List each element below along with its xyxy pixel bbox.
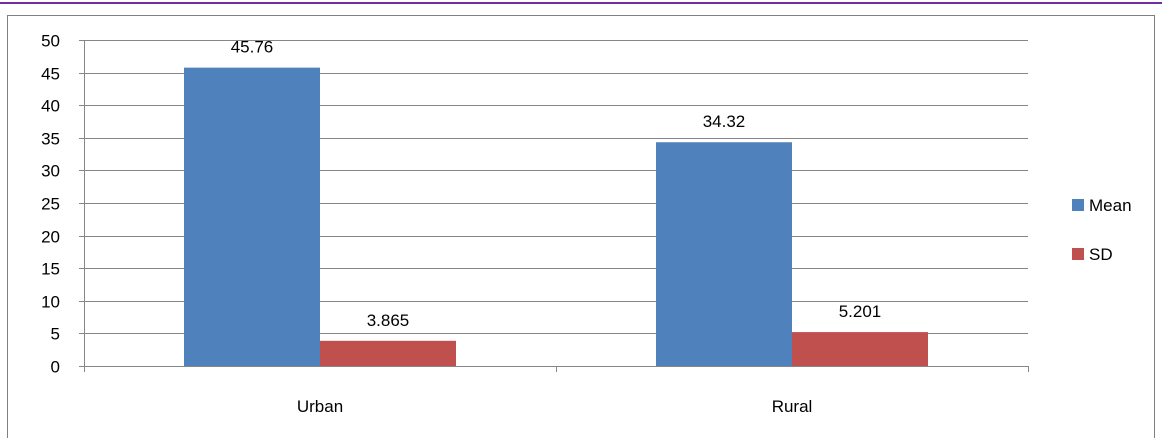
legend-swatch-mean [1072, 199, 1084, 211]
y-tick-label: 10 [41, 293, 60, 312]
data-label: 45.76 [231, 38, 274, 57]
bars [184, 67, 928, 366]
y-tick-label: 25 [41, 195, 60, 214]
y-tick-label: 5 [51, 325, 60, 344]
bar-mean-urban [184, 67, 320, 366]
bar-sd-rural [792, 332, 928, 366]
x-category-label: Urban [297, 397, 343, 416]
y-tick-label: 15 [41, 260, 60, 279]
data-label: 5.201 [839, 302, 882, 321]
y-tick-label: 40 [41, 97, 60, 116]
legend-label-sd: SD [1089, 245, 1113, 264]
legend-label-mean: Mean [1089, 196, 1132, 215]
bar-sd-urban [320, 340, 456, 366]
y-tick-label: 20 [41, 228, 60, 247]
legend-swatch-sd [1072, 248, 1084, 260]
chart-frame [7, 15, 1155, 443]
y-tick-label: 0 [51, 358, 60, 377]
data-labels: 45.76 3.865 34.32 5.201 [231, 38, 882, 330]
axes: 0 5 10 15 20 25 30 35 40 45 50 Urban Rural [41, 32, 1029, 416]
data-label: 34.32 [703, 112, 746, 131]
y-tick-label: 35 [41, 130, 60, 149]
data-label: 3.865 [367, 311, 410, 330]
y-tick-label: 50 [41, 32, 60, 51]
y-tick-label: 45 [41, 65, 60, 84]
y-tick-label: 30 [41, 162, 60, 181]
x-category-label: Rural [772, 397, 813, 416]
bar-mean-rural [656, 142, 792, 366]
legend: Mean SD [1072, 196, 1132, 264]
